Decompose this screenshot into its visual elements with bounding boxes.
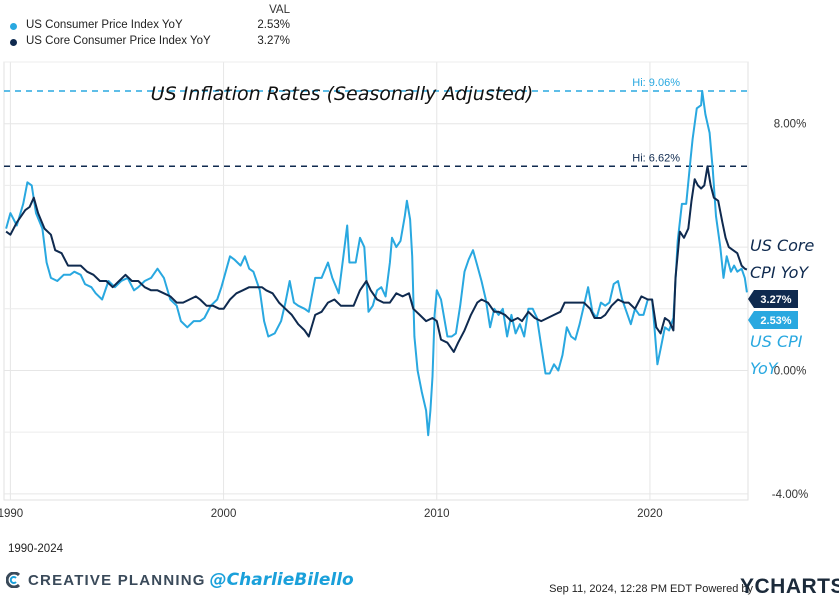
high-label: Hi: 6.62% — [632, 152, 680, 164]
legend-dot-icon — [10, 23, 17, 30]
line-chart: 1990 2000 2010 2020 8.00% 0.00% -4.00% Hi: 9.0… — [0, 61, 814, 520]
x-tick-label: 2010 — [424, 508, 450, 520]
brand-name: CREATIVE PLANNING — [28, 571, 206, 589]
annotation-text: US CPI — [750, 332, 803, 351]
series-lines — [5, 90, 748, 437]
annotations: US Core CPI YoY US CPI YoY — [750, 236, 814, 378]
chart-title: US Inflation Rates (Seasonally Adjusted) — [151, 83, 534, 105]
y-tick-label: 8.00% — [774, 119, 807, 131]
legend-item-core-cpi[interactable]: US Core Consumer Price Index YoY 3.27% — [8, 35, 298, 51]
series-line — [5, 165, 748, 353]
end-labels: 3.27% 2.53% — [748, 290, 798, 329]
creative-planning-logo-icon — [6, 572, 21, 588]
x-tick-label: 2020 — [637, 508, 663, 520]
y-tick-label: 0.00% — [774, 365, 807, 377]
high-label: Hi: 9.06% — [632, 77, 680, 89]
grid — [4, 61, 748, 500]
high-lines: Hi: 9.06% Hi: 6.62% — [4, 77, 748, 168]
legend-item-value: 3.27% — [257, 35, 290, 47]
annotation-text: YoY — [750, 359, 779, 378]
plot-area — [3, 61, 749, 501]
axis-ticks: 1990 2000 2010 2020 8.00% 0.00% -4.00% — [0, 119, 808, 520]
x-tick-label: 2000 — [211, 508, 237, 520]
timestamp: Sep 11, 2024, 12:28 PM EDT Powered by — [549, 583, 753, 595]
end-value-tag — [748, 311, 798, 329]
x-tick-label: 1990 — [0, 508, 23, 520]
legend-item-label: US Core Consumer Price Index YoY — [26, 35, 211, 47]
end-value-label: 3.27% — [760, 294, 791, 306]
ycharts-logo[interactable]: YCHARTS — [740, 575, 839, 598]
brand: CREATIVE PLANNING @CharlieBilello — [6, 568, 354, 592]
end-value-tag — [748, 290, 798, 308]
legend-item-value: 2.53% — [257, 19, 290, 31]
annotation-text: CPI YoY — [750, 263, 809, 282]
date-range: 1990-2024 — [8, 543, 63, 555]
legend-dot-icon — [10, 39, 17, 46]
y-tick-label: -4.00% — [772, 489, 808, 501]
legend-item-cpi[interactable]: US Consumer Price Index YoY 2.53% — [8, 19, 298, 35]
legend-item-label: US Consumer Price Index YoY — [26, 19, 183, 31]
end-value-label: 2.53% — [760, 315, 791, 327]
legend-value-header: VAL — [269, 4, 290, 16]
annotation-text: US Core — [750, 236, 814, 255]
author-handle[interactable]: @CharlieBilello — [209, 570, 354, 590]
